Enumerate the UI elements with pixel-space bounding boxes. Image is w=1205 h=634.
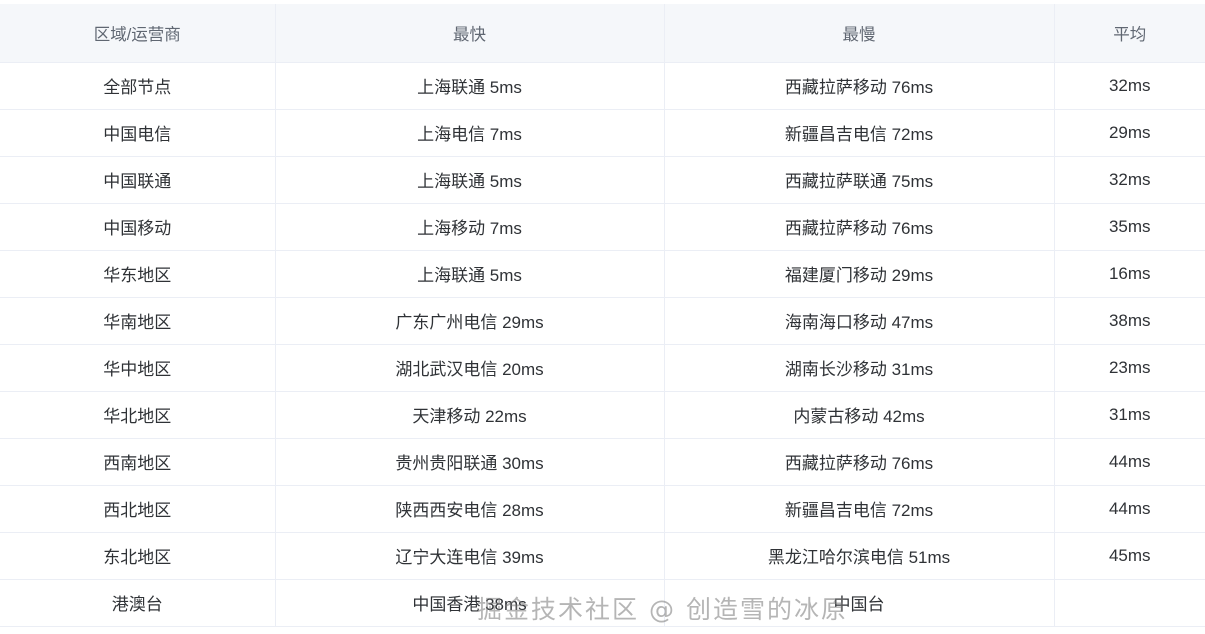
cell-fastest: 陕西西安电信 28ms (275, 485, 665, 533)
cell-region: 华北地区 (0, 391, 276, 439)
cell-slowest: 福建厦门移动 29ms (664, 250, 1055, 298)
cell-fastest: 辽宁大连电信 39ms (275, 532, 665, 580)
cell-slowest: 湖南长沙移动 31ms (664, 344, 1055, 392)
cell-average: 44ms (1054, 438, 1205, 486)
cell-region: 华南地区 (0, 297, 276, 345)
cell-region: 东北地区 (0, 532, 276, 580)
cell-fastest: 上海联通 5ms (275, 62, 665, 110)
table-row[interactable]: 全部节点 上海联通 5ms 西藏拉萨移动 76ms 32ms (0, 62, 1205, 110)
table-row[interactable]: 华南地区 广东广州电信 29ms 海南海口移动 47ms 38ms (0, 297, 1205, 345)
table-header: 区域/运营商 最快 最慢 平均 (0, 4, 1205, 63)
cell-slowest: 西藏拉萨移动 76ms (664, 203, 1055, 251)
cell-slowest: 西藏拉萨移动 76ms (664, 62, 1055, 110)
cell-average: 44ms (1054, 485, 1205, 533)
network-latency-table: 区域/运营商 最快 最慢 平均 全部节点 上海联通 5ms 西藏拉萨移动 76ms 3… (0, 4, 1205, 627)
column-header-region[interactable]: 区域/运营商 (0, 4, 276, 63)
table-row[interactable]: 华北地区 天津移动 22ms 内蒙古移动 42ms 31ms (0, 391, 1205, 439)
cell-fastest: 上海联通 5ms (275, 250, 665, 298)
cell-region: 中国联通 (0, 156, 276, 204)
cell-slowest: 西藏拉萨移动 76ms (664, 438, 1055, 486)
cell-fastest: 上海移动 7ms (275, 203, 665, 251)
table-row[interactable]: 华东地区 上海联通 5ms 福建厦门移动 29ms 16ms (0, 250, 1205, 298)
table-row[interactable]: 中国联通 上海联通 5ms 西藏拉萨联通 75ms 32ms (0, 156, 1205, 204)
cell-fastest: 广东广州电信 29ms (275, 297, 665, 345)
cell-average: 35ms (1054, 203, 1205, 251)
cell-slowest: 内蒙古移动 42ms (664, 391, 1055, 439)
table-row[interactable]: 港澳台 中国香港 38ms 中国台 (0, 579, 1205, 627)
cell-region: 中国移动 (0, 203, 276, 251)
cell-fastest: 贵州贵阳联通 30ms (275, 438, 665, 486)
table-row[interactable]: 中国移动 上海移动 7ms 西藏拉萨移动 76ms 35ms (0, 203, 1205, 251)
cell-average: 45ms (1054, 532, 1205, 580)
cell-average (1054, 579, 1205, 627)
cell-average: 29ms (1054, 109, 1205, 157)
table-row[interactable]: 东北地区 辽宁大连电信 39ms 黑龙江哈尔滨电信 51ms 45ms (0, 532, 1205, 580)
cell-fastest: 湖北武汉电信 20ms (275, 344, 665, 392)
cell-region: 港澳台 (0, 579, 276, 627)
cell-fastest: 中国香港 38ms (275, 579, 665, 627)
table-row[interactable]: 华中地区 湖北武汉电信 20ms 湖南长沙移动 31ms 23ms (0, 344, 1205, 392)
cell-region: 华中地区 (0, 344, 276, 392)
cell-region: 中国电信 (0, 109, 276, 157)
cell-fastest: 上海联通 5ms (275, 156, 665, 204)
cell-slowest: 新疆昌吉电信 72ms (664, 485, 1055, 533)
cell-slowest: 海南海口移动 47ms (664, 297, 1055, 345)
cell-slowest: 黑龙江哈尔滨电信 51ms (664, 532, 1055, 580)
cell-fastest: 上海电信 7ms (275, 109, 665, 157)
cell-average: 31ms (1054, 391, 1205, 439)
column-header-average[interactable]: 平均 (1054, 4, 1205, 63)
cell-region: 全部节点 (0, 62, 276, 110)
table-row[interactable]: 西南地区 贵州贵阳联通 30ms 西藏拉萨移动 76ms 44ms (0, 438, 1205, 486)
cell-average: 32ms (1054, 62, 1205, 110)
table-row[interactable]: 西北地区 陕西西安电信 28ms 新疆昌吉电信 72ms 44ms (0, 485, 1205, 533)
column-header-slowest[interactable]: 最慢 (664, 4, 1055, 63)
cell-fastest: 天津移动 22ms (275, 391, 665, 439)
table-body: 全部节点 上海联通 5ms 西藏拉萨移动 76ms 32ms 中国电信 上海电信 7ms 新… (0, 62, 1205, 627)
cell-region: 华东地区 (0, 250, 276, 298)
cell-slowest: 中国台 (664, 579, 1055, 627)
cell-region: 西南地区 (0, 438, 276, 486)
cell-slowest: 新疆昌吉电信 72ms (664, 109, 1055, 157)
table-row[interactable]: 中国电信 上海电信 7ms 新疆昌吉电信 72ms 29ms (0, 109, 1205, 157)
cell-slowest: 西藏拉萨联通 75ms (664, 156, 1055, 204)
cell-average: 16ms (1054, 250, 1205, 298)
cell-region: 西北地区 (0, 485, 276, 533)
column-header-fastest[interactable]: 最快 (275, 4, 665, 63)
cell-average: 23ms (1054, 344, 1205, 392)
table-header-row: 区域/运营商 最快 最慢 平均 (0, 4, 1205, 63)
cell-average: 32ms (1054, 156, 1205, 204)
cell-average: 38ms (1054, 297, 1205, 345)
